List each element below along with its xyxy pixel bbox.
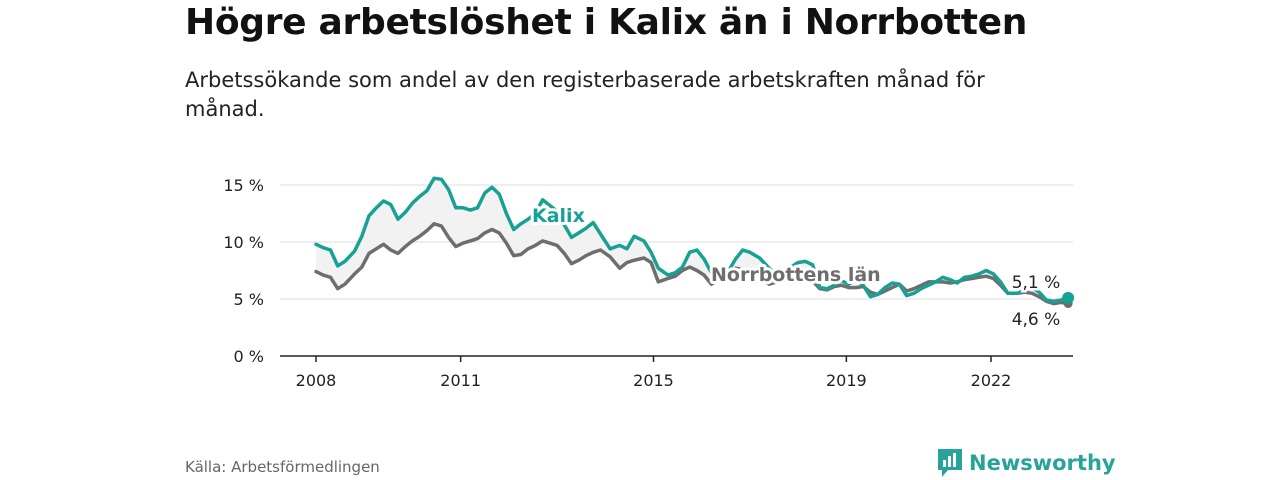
x-tick-label: 2008: [296, 371, 337, 390]
last-value-kalix: 5,1 %: [1012, 273, 1061, 293]
series-label-kalix: Kalix: [532, 205, 585, 227]
brand-name: Newsworthy: [969, 451, 1116, 475]
axes: 0 % 5 % 10 % 15 % 2008 2011 2015 2019 2022: [223, 176, 1073, 390]
series-label-norrbottens-lan: Norrbottens län: [711, 264, 881, 286]
y-tick-label: 0 %: [234, 347, 264, 366]
series-labels: Kalix Norrbottens län 5,1 % 4,6 %: [529, 202, 1063, 333]
x-tick-label: 2011: [440, 371, 481, 390]
chart-subtitle: Arbetssökande som andel av den registerb…: [185, 68, 985, 121]
y-tick-label: 5 %: [234, 290, 264, 309]
endpoint-kalix: [1062, 291, 1075, 304]
difference-band-area: [316, 178, 1069, 304]
chart-title: Högre arbetslöshet i Kalix än i Norrbott…: [185, 2, 1028, 43]
x-tick-label: 2015: [633, 371, 674, 390]
last-value-norrbottens-lan: 4,6 %: [1012, 310, 1061, 330]
y-tick-label: 10 %: [223, 233, 264, 252]
difference-band: [316, 178, 1069, 304]
y-tick-label: 15 %: [223, 176, 264, 195]
source-note: Källa: Arbetsförmedlingen: [185, 458, 380, 476]
brand-logo[interactable]: Newsworthy: [937, 448, 1116, 478]
x-tick-label: 2019: [826, 371, 867, 390]
series-line-norrbottens-lan: [314, 222, 1070, 306]
series-lines: [314, 176, 1075, 309]
newsworthy-logo-icon: [938, 449, 962, 477]
x-tick-label: 2022: [971, 371, 1012, 390]
series-line-kalix: [314, 176, 1070, 304]
